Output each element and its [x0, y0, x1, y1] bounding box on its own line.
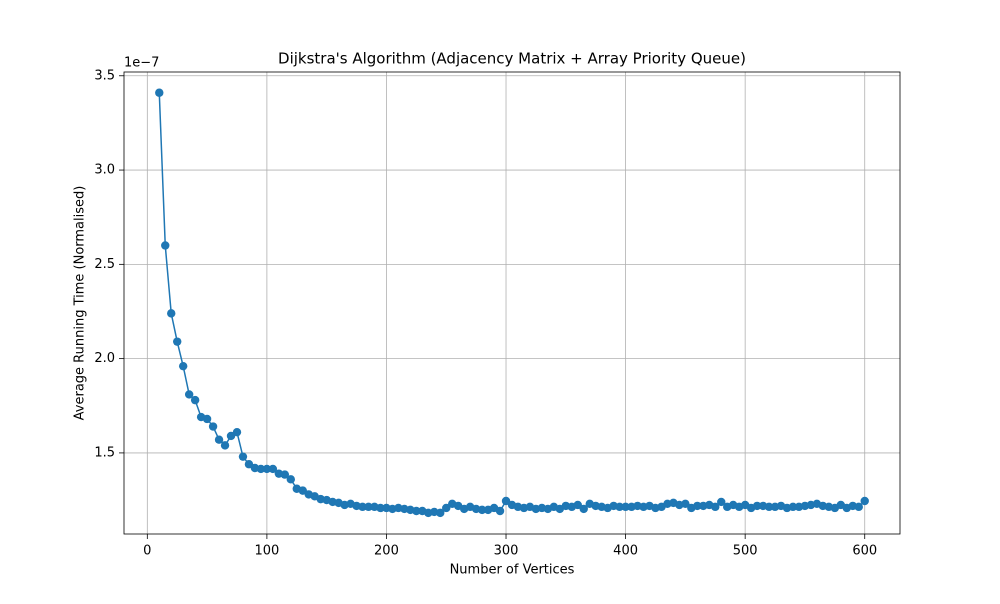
- marker: [376, 503, 385, 513]
- marker: [860, 496, 869, 506]
- marker: [220, 441, 230, 450]
- marker: [184, 390, 194, 399]
- marker: [364, 502, 373, 512]
- marker: [717, 497, 726, 507]
- marker: [262, 464, 272, 474]
- marker: [854, 502, 863, 512]
- x-tick-label: 600: [852, 544, 877, 559]
- marker: [501, 496, 511, 506]
- y-tick-label: 3.0: [94, 163, 115, 178]
- chart-title: Dijkstra's Algorithm (Adjacency Matrix +…: [278, 50, 746, 68]
- marker: [208, 422, 218, 431]
- marker: [226, 431, 236, 441]
- marker: [286, 475, 295, 484]
- marker: [495, 506, 505, 516]
- y-tick-label: 2.5: [94, 257, 115, 272]
- y-tick-label: 2.0: [94, 351, 115, 366]
- marker: [232, 427, 242, 437]
- y-tick-label: 3.5: [94, 68, 115, 83]
- x-tick-label: 100: [254, 544, 279, 559]
- y-offset-label: 1e−7: [124, 56, 159, 71]
- marker: [358, 502, 367, 512]
- marker: [173, 337, 182, 346]
- marker: [693, 501, 702, 511]
- marker: [161, 241, 170, 250]
- marker: [155, 88, 164, 97]
- marker: [579, 504, 588, 514]
- marker: [244, 460, 254, 469]
- marker: [178, 361, 188, 371]
- x-tick-label: 500: [733, 544, 758, 559]
- x-tick-label: 0: [143, 544, 151, 559]
- x-tick-label: 400: [613, 544, 638, 559]
- x-tick-label: 300: [494, 544, 519, 559]
- marker: [202, 414, 212, 424]
- marker: [788, 502, 798, 512]
- y-tick-label: 1.5: [94, 445, 115, 460]
- marker: [214, 435, 224, 444]
- plot-frame: [123, 71, 901, 535]
- marker: [752, 501, 762, 511]
- x-axis-label: Number of Vertices: [450, 563, 575, 578]
- marker: [681, 499, 690, 509]
- marker: [190, 395, 200, 405]
- marker: [477, 505, 487, 515]
- marker: [412, 506, 421, 516]
- marker: [298, 486, 307, 495]
- marker: [764, 502, 774, 512]
- marker: [711, 502, 720, 512]
- marker: [238, 452, 248, 461]
- marker: [268, 464, 278, 474]
- marker: [436, 508, 445, 518]
- marker: [621, 502, 630, 512]
- marker: [167, 309, 176, 318]
- marker: [573, 500, 582, 510]
- marker: [615, 502, 624, 512]
- marker: [442, 503, 451, 513]
- marker: [280, 470, 290, 479]
- marker: [256, 464, 266, 474]
- x-tick-label: 200: [374, 544, 399, 559]
- y-axis-label: Average Running Time (Normalised): [73, 186, 88, 421]
